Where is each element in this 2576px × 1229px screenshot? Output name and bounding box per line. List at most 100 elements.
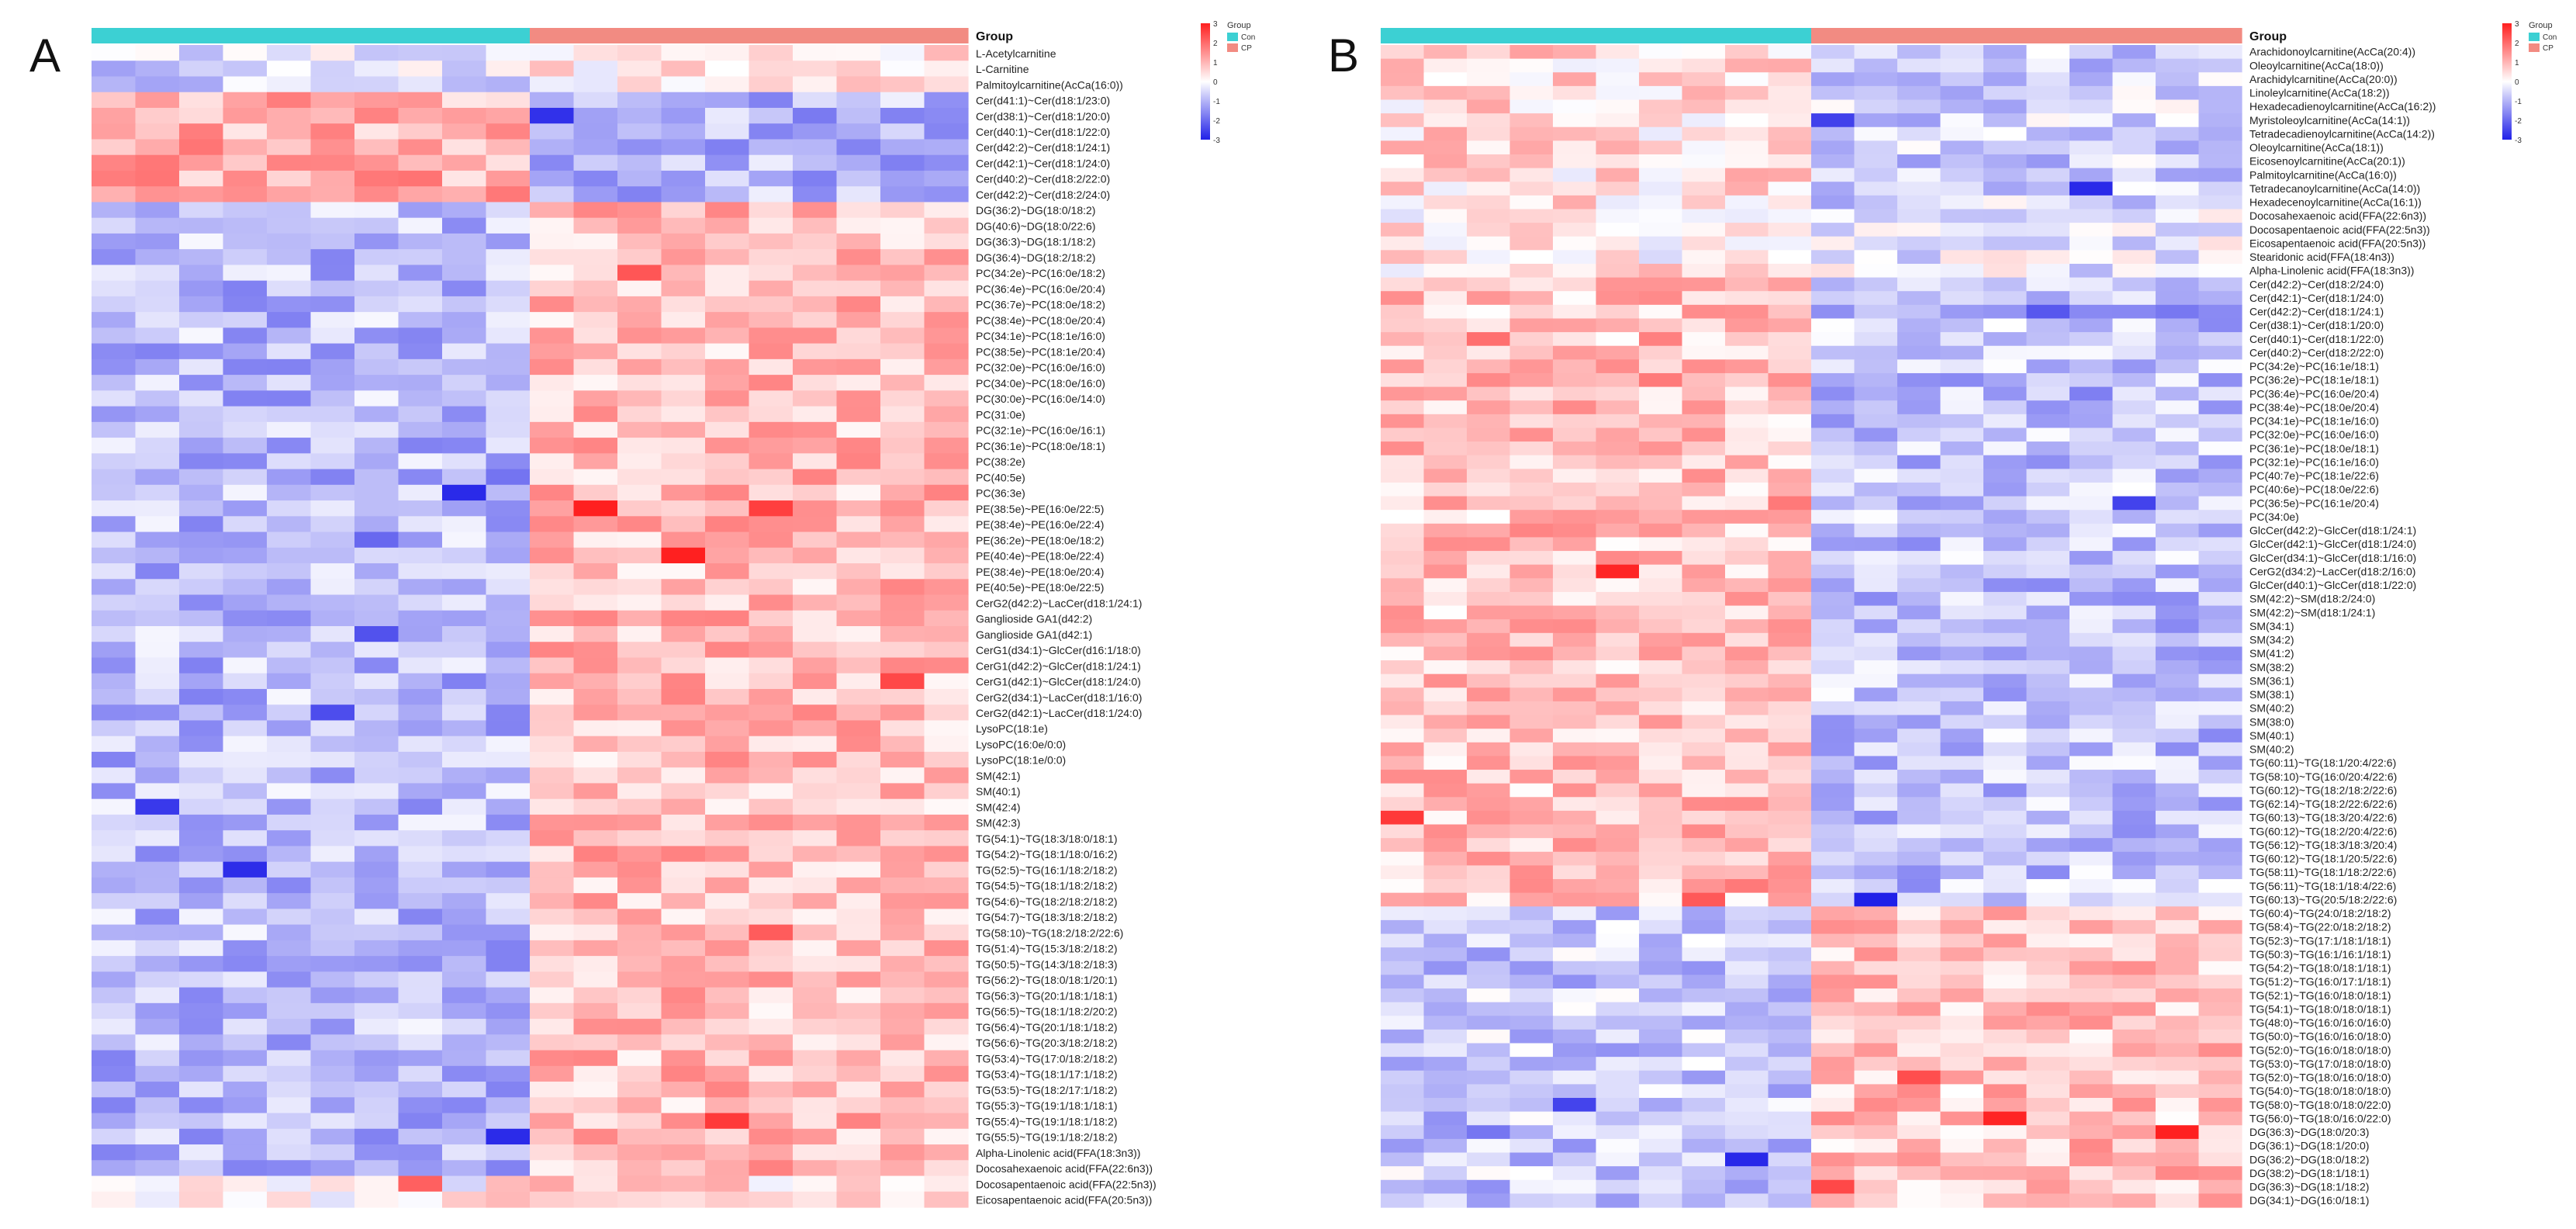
heatmap-cell [1897, 1057, 1942, 1071]
heatmap-cell [486, 469, 531, 486]
heatmap-cell [2026, 1138, 2070, 1154]
heatmap-cell [398, 202, 443, 219]
heatmap-cell [1811, 277, 1855, 292]
heatmap-cell [1897, 988, 1942, 1003]
heatmap-cell [2069, 1138, 2114, 1154]
heatmap-cell [880, 123, 925, 140]
heatmap-cell [1381, 45, 1425, 60]
heatmap-cell [1509, 58, 1554, 73]
heatmap-cell [354, 469, 399, 486]
heatmap-cell [2156, 865, 2200, 880]
heatmap-cell [2156, 291, 2200, 306]
heatmap-cell [1768, 975, 1812, 989]
heatmap-cell [398, 924, 443, 941]
heatmap-cell [1596, 1193, 1640, 1208]
heatmap-cell [135, 1191, 180, 1208]
heatmap-cell [1725, 1029, 1769, 1044]
heatmap-cell [530, 107, 575, 124]
row-label: TG(54:2)~TG(18:0/18:1/18:1) [2249, 962, 2391, 975]
heatmap-cell [1509, 701, 1554, 716]
heatmap-cell [2198, 318, 2242, 333]
heatmap-cell [1854, 770, 1898, 784]
heatmap-cell [705, 45, 750, 61]
heatmap-cell [530, 767, 575, 784]
heatmap-cell [1897, 482, 1942, 497]
heatmap-cell [92, 736, 137, 753]
heatmap-cell [1381, 646, 1425, 661]
heatmap-cell [2026, 1057, 2070, 1071]
heatmap-cell [1725, 359, 1769, 374]
heatmap-cell [179, 375, 224, 391]
row-label: PC(40:5e) [976, 471, 1025, 483]
group-cell-cp [880, 28, 925, 43]
heatmap-cell [1854, 537, 1898, 552]
group-legend-label: CP [2543, 44, 2554, 53]
heatmap-cell [1983, 45, 2028, 60]
heatmap-cell [880, 642, 925, 659]
heatmap-cell [573, 92, 618, 109]
heatmap-cell [617, 170, 662, 187]
heatmap-cell [2069, 865, 2114, 880]
heatmap-cell [1467, 263, 1511, 279]
heatmap-cell [1725, 797, 1769, 812]
group-cell-cp [2112, 28, 2156, 43]
heatmap-cell [1682, 1152, 1726, 1167]
heatmap-cell [486, 61, 531, 78]
heatmap-cell [880, 343, 925, 360]
heatmap-cell [749, 531, 794, 549]
heatmap-cell [749, 327, 794, 344]
heatmap-cell [310, 751, 355, 768]
heatmap-cell [1423, 783, 1468, 798]
heatmap-cell [1682, 209, 1726, 223]
group-cell-cp [1854, 28, 1898, 43]
heatmap-cell [1553, 619, 1597, 634]
heatmap-cell [573, 500, 618, 517]
heatmap-cell [573, 1065, 618, 1082]
heatmap-cell [880, 421, 925, 438]
heatmap-cell [661, 186, 706, 203]
heatmap-cell [1854, 865, 1898, 880]
heatmap-cell [880, 484, 925, 501]
heatmap-cell [486, 1097, 531, 1114]
heatmap-cell [223, 579, 268, 596]
heatmap-cell [398, 1065, 443, 1082]
heatmap-cell [2112, 797, 2156, 812]
heatmap-cell [1682, 605, 1726, 620]
heatmap-cell [1467, 85, 1511, 101]
heatmap-cell [1768, 1002, 1812, 1016]
heatmap-cell [1381, 619, 1425, 634]
heatmap-cell [2026, 797, 2070, 812]
heatmap-cell [1596, 810, 1640, 826]
heatmap-cell [92, 846, 137, 863]
heatmap-cell [1682, 770, 1726, 784]
heatmap-cell [486, 421, 531, 438]
heatmap-cell [1854, 1043, 1898, 1058]
heatmap-cell [2198, 99, 2242, 114]
heatmap-cell [1811, 414, 1855, 429]
heatmap-cell [749, 814, 794, 831]
heatmap-cell [793, 45, 838, 61]
heatmap-cell [223, 406, 268, 423]
heatmap-cell [135, 312, 180, 328]
heatmap-cell [1854, 386, 1898, 401]
heatmap-cell [1811, 1193, 1855, 1208]
group-annotation-bar [1381, 28, 2242, 43]
heatmap-cell [661, 579, 706, 596]
heatmap-cell [442, 594, 487, 611]
heatmap-cell [1897, 729, 1942, 743]
heatmap-cell [793, 500, 838, 517]
heatmap-cell [1940, 838, 1984, 853]
heatmap-cell [661, 783, 706, 800]
heatmap-cell [1423, 797, 1468, 812]
heatmap-cell [1811, 345, 1855, 360]
heatmap-cell [398, 767, 443, 784]
heatmap-cell [486, 76, 531, 93]
heatmap-cell [1897, 1111, 1942, 1126]
heatmap-cell [1509, 428, 1554, 442]
heatmap-cell [92, 1128, 137, 1145]
row-label: DG(36:4)~DG(18:2/18:2) [976, 251, 1095, 264]
row-label: TG(53:5)~TG(18:2/17:1/18:2) [976, 1084, 1117, 1096]
heatmap-cell [617, 296, 662, 313]
heatmap-cell [1509, 742, 1554, 757]
heatmap-cell [1467, 591, 1511, 607]
